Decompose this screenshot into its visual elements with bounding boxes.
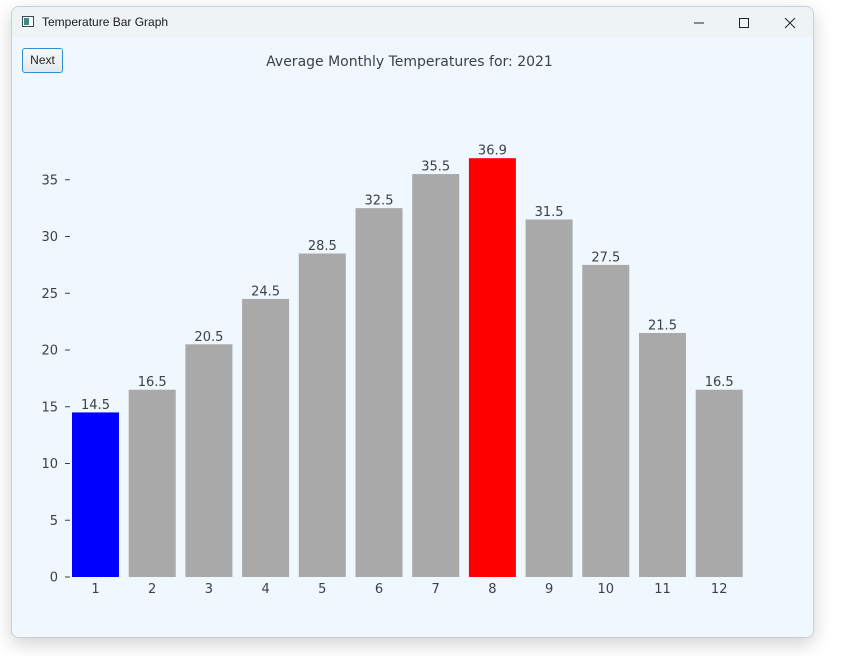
- content-area: Next Average Monthly Temperatures for: 2…: [12, 38, 813, 637]
- x-tick-label: 4: [261, 582, 269, 597]
- y-tick-label: 15: [41, 400, 58, 415]
- chart-title: Average Monthly Temperatures for: 2021: [266, 54, 553, 70]
- x-tick-label: 8: [488, 582, 496, 597]
- bar-month-3[interactable]: [185, 344, 233, 577]
- x-tick-label: 6: [375, 582, 383, 597]
- data-label: 27.5: [591, 250, 620, 265]
- data-label: 35.5: [421, 160, 450, 175]
- y-tick-label: 5: [50, 514, 58, 529]
- bar-chart: 0 5 10 15 20 25 30 35 14.5 1 16.5 2 20.5 3 24.5 4 28.5 5 3…: [41, 144, 743, 597]
- x-tick-label: 11: [654, 582, 671, 597]
- title-bar[interactable]: Temperature Bar Graph: [12, 7, 813, 38]
- x-tick-label: 2: [148, 582, 156, 597]
- data-label: 16.5: [138, 375, 167, 390]
- bar-month-4[interactable]: [242, 298, 290, 577]
- data-label: 36.9: [478, 144, 507, 159]
- y-tick-label: 35: [41, 173, 58, 188]
- minimize-button[interactable]: [676, 7, 722, 38]
- x-tick-label: 9: [545, 582, 553, 597]
- data-label: 14.5: [81, 398, 110, 413]
- next-button[interactable]: Next: [22, 48, 63, 73]
- bar-month-2[interactable]: [128, 389, 176, 577]
- x-tick-label: 1: [91, 582, 99, 597]
- data-label: 28.5: [308, 239, 337, 254]
- data-label: 20.5: [194, 330, 223, 345]
- data-label: 16.5: [705, 375, 734, 390]
- close-icon: [784, 17, 796, 29]
- bar-month-6[interactable]: [355, 208, 403, 577]
- y-tick-label: 10: [41, 457, 58, 472]
- data-label: 21.5: [648, 318, 677, 333]
- bar-month-1[interactable]: [72, 412, 119, 577]
- data-label: 31.5: [535, 205, 564, 220]
- x-tick-label: 12: [711, 582, 728, 597]
- bar-month-12[interactable]: [695, 389, 743, 577]
- minimize-icon: [694, 22, 704, 24]
- x-tick-label: 10: [598, 582, 615, 597]
- data-label: 24.5: [251, 284, 280, 299]
- app-window: Temperature Bar Graph Next Average Month…: [11, 6, 814, 638]
- bar-month-8[interactable]: [468, 158, 516, 577]
- bar-month-5[interactable]: [298, 253, 346, 577]
- bar-month-7[interactable]: [412, 174, 460, 577]
- x-tick-label: 7: [432, 582, 440, 597]
- bar-month-10[interactable]: [582, 264, 630, 577]
- bar-month-11[interactable]: [639, 332, 686, 577]
- y-tick-label: 30: [41, 230, 58, 245]
- x-tick-label: 3: [205, 582, 213, 597]
- maximize-icon: [739, 18, 749, 28]
- y-tick-label: 0: [50, 571, 58, 586]
- x-tick-label: 5: [318, 582, 326, 597]
- window-title: Temperature Bar Graph: [42, 15, 169, 29]
- y-tick-label: 20: [41, 344, 58, 359]
- data-label: 32.5: [365, 194, 394, 209]
- maximize-button[interactable]: [721, 7, 767, 38]
- y-tick-label: 25: [41, 287, 58, 302]
- bar-month-9[interactable]: [525, 219, 573, 577]
- app-window-icon: [22, 16, 34, 27]
- close-button[interactable]: [767, 7, 813, 38]
